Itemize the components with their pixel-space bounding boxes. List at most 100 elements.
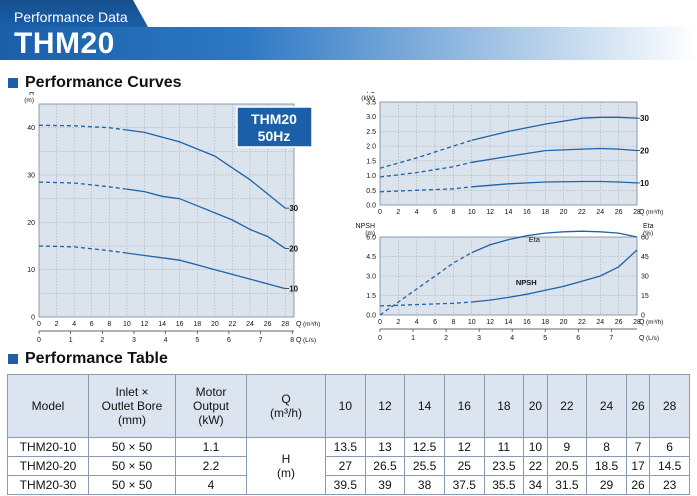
head-chart-secondary-x-tick-label: 3: [132, 337, 136, 344]
head-chart-secondary-x-tick-label: 1: [69, 337, 73, 344]
npsh-eta-chart-secondary-x-tick-label: 0: [378, 335, 382, 342]
npsh-eta-chart-secondary-x-tick-label: 6: [576, 335, 580, 342]
head-chart-series-20-line: [126, 188, 286, 249]
power-chart-series-label: 10: [640, 179, 649, 188]
table-header-q-value: 20: [523, 374, 548, 438]
npsh-eta-chart-y2-tick-label: 60: [641, 235, 649, 242]
header-background: [0, 0, 697, 62]
table-cell-head-value: 35.5: [483, 475, 525, 495]
head-chart-x-tick-label: 4: [72, 321, 76, 328]
table-cell-bore: 50 × 50: [88, 437, 176, 457]
power-chart-x-tick-label: 22: [578, 209, 586, 216]
table-cell-head-value: 39.5: [325, 475, 366, 495]
performance-table: Model Inlet × Outlet Bore (mm) Motor Output (k…: [7, 374, 690, 495]
npsh-eta-chart-x-tick-label: 8: [451, 319, 455, 326]
npsh-eta-chart-series-npsh-line: [471, 249, 638, 303]
head-chart-y-tick-label: 40: [27, 125, 35, 132]
npsh-eta-chart-x-tick-label: 0: [378, 319, 382, 326]
npsh-eta-chart-x-axis-unit: (m³/h): [646, 319, 663, 326]
table-cell-motor-output: 4: [175, 475, 247, 495]
table-cell-model: THM20-30: [7, 475, 89, 495]
power-chart-series-30-dashed: [379, 139, 472, 169]
power-chart-y-tick-label: 0.5: [366, 188, 376, 195]
table-row: THM20-20 50 × 50 2.2 27 26.5 25.5 25 23.5 22 20.5…: [7, 456, 690, 476]
power-chart-x-tick-label: 12: [486, 209, 494, 216]
head-chart-series-10-dashed: [38, 245, 127, 254]
head-chart-series-label: 30: [289, 204, 298, 213]
power-chart-y-tick-label: 2.0: [366, 144, 376, 151]
npsh-eta-chart-x-tick-label: 12: [486, 319, 494, 326]
table-cell-model: THM20-20: [7, 456, 89, 476]
power-chart-y-axis-label: P2: [366, 92, 375, 95]
npsh-eta-chart-x-tick-label: 16: [523, 319, 531, 326]
h-unit-label: (m): [277, 466, 295, 480]
table-cell-head-value: 29: [586, 475, 627, 495]
power-chart-series-label: 20: [640, 147, 649, 156]
table-row: THM20-30 50 × 50 4 39.5 39 38 37.5 35.5 34 31.5 29…: [7, 475, 690, 495]
npsh-eta-chart-x-tick-label: 22: [578, 319, 586, 326]
head-chart-x-tick-label: 18: [193, 321, 201, 328]
table-header-text: Motor: [195, 385, 227, 399]
table-header-q-value: 24: [586, 374, 627, 438]
head-chart-series-20-dashed: [38, 181, 127, 190]
h-unit-symbol: H: [281, 452, 291, 466]
npsh-eta-chart-x-tick-label: 4: [415, 319, 419, 326]
head-chart-y-tick-label: 30: [27, 173, 35, 180]
table-cell-h-unit: H (m): [246, 437, 326, 495]
table-header-q-value: 28: [649, 374, 690, 438]
npsh-eta-chart-secondary-x-tick-label: 5: [543, 335, 547, 342]
npsh-eta-chart-series-eta-dashed: [379, 252, 473, 316]
npsh-eta-chart-y-axis-unit: (m): [365, 230, 375, 237]
table-header-motor-output: Motor Output (kW): [175, 374, 247, 438]
npsh-eta-chart-x-tick-label: 28: [633, 319, 641, 326]
npsh-eta-chart-series-label: Eta: [529, 235, 541, 244]
power-chart-x-tick-label: 6: [433, 209, 437, 216]
table-header-q-value: 12: [364, 374, 406, 438]
head-chart-secondary-x-axis-label: Q: [296, 337, 302, 344]
section-title-table: Performance Table: [8, 350, 168, 368]
power-chart-x-tick-label: 14: [505, 209, 513, 216]
head-chart-secondary-x-tick-label: 7: [259, 337, 263, 344]
section-title-curves: Performance Curves: [8, 74, 182, 92]
power-chart-x-tick-label: 8: [451, 209, 455, 216]
table-header-q-value: 26: [625, 374, 651, 438]
head-chart-secondary-x-tick-label: 5: [195, 337, 199, 344]
npsh-eta-chart-y2-tick-label: 0: [641, 313, 645, 320]
npsh-eta-chart-series-eta-line: [471, 230, 638, 254]
table-cell-head-value: 31.5: [546, 475, 588, 495]
npsh-eta-chart-x-tick-label: 2: [396, 319, 400, 326]
npsh-eta-chart-secondary-x-tick-label: 7: [609, 335, 613, 342]
table-cell-head-value: 27: [325, 456, 366, 476]
table-cell-head-value: 20.5: [546, 456, 588, 476]
head-chart-series-label: 10: [289, 285, 298, 294]
table-header-q-value: 18: [483, 374, 525, 438]
power-chart-x-tick-label: 18: [541, 209, 549, 216]
npsh-eta-chart-y2-axis-unit: (%): [643, 230, 653, 237]
power-chart-series-20-line: [471, 147, 638, 163]
table-header-text: Model: [31, 399, 65, 413]
npsh-eta-chart-series-label: NPSH: [516, 278, 537, 287]
npsh-eta-chart-y-tick-label: 6.0: [366, 235, 376, 242]
table-header-q-value: 22: [546, 374, 588, 438]
table-cell-head-value: 11: [483, 437, 525, 457]
npsh-eta-chart-secondary-x-axis-unit: (L/s): [646, 335, 659, 342]
head-chart-secondary-x-axis-unit: (L/s): [303, 337, 316, 344]
head-chart-badge-model: THM20: [251, 111, 297, 127]
table-header-bore: Inlet × Outlet Bore (mm): [88, 374, 176, 438]
table-cell-head-value: 7: [625, 437, 651, 457]
table-cell-motor-output: 2.2: [175, 456, 247, 476]
head-chart-x-tick-label: 10: [123, 321, 131, 328]
npsh-eta-chart-y-axis-label: NPSH: [356, 223, 375, 230]
table-cell-motor-output: 1.1: [175, 437, 247, 457]
table-header-q-value: 14: [404, 374, 445, 438]
npsh-eta-chart-y2-axis-label: Eta: [643, 223, 654, 230]
power-chart-x-tick-label: 16: [523, 209, 531, 216]
power-chart-x-axis-label: Q: [639, 209, 645, 216]
head-chart-x-tick-label: 22: [229, 321, 237, 328]
head-chart-secondary-x-tick-label: 8: [290, 337, 294, 344]
npsh-eta-chart-secondary-x-tick-label: 3: [477, 335, 481, 342]
head-chart-x-tick-label: 16: [176, 321, 184, 328]
table-cell-bore: 50 × 50: [88, 475, 176, 495]
header-title: THM20: [14, 27, 115, 60]
table-cell-head-value: 34: [523, 475, 548, 495]
